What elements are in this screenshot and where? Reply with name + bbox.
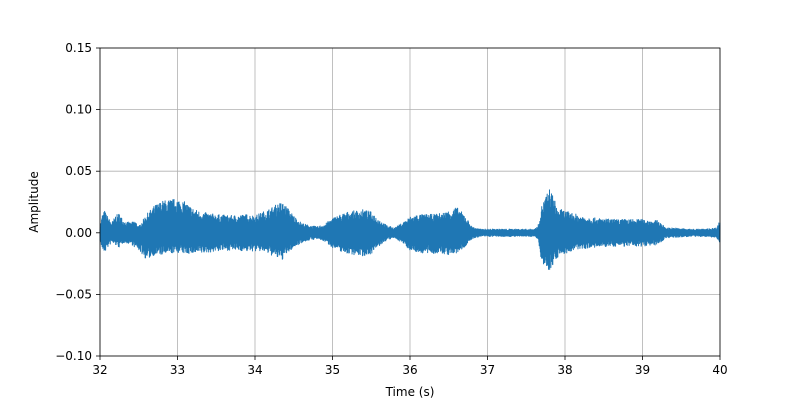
x-axis-title: Time (s) bbox=[385, 385, 435, 399]
waveform-line bbox=[99, 189, 721, 270]
x-tick-label: 39 bbox=[635, 363, 650, 377]
y-tick-label: −0.10 bbox=[55, 349, 92, 363]
y-axis: −0.10 −0.05 0.00 0.05 0.10 0.15 bbox=[55, 41, 100, 363]
y-tick-label: 0.15 bbox=[65, 41, 92, 55]
x-tick-label: 32 bbox=[92, 363, 107, 377]
y-tick-label: 0.10 bbox=[65, 103, 92, 117]
x-tick-label: 40 bbox=[712, 363, 727, 377]
x-tick-label: 33 bbox=[170, 363, 185, 377]
x-tick-label: 38 bbox=[557, 363, 572, 377]
y-tick-label: 0.05 bbox=[65, 164, 92, 178]
y-axis-title: Amplitude bbox=[27, 171, 41, 233]
x-tick-label: 37 bbox=[480, 363, 495, 377]
waveform-series bbox=[99, 189, 721, 270]
y-tick-label: −0.05 bbox=[55, 287, 92, 301]
y-tick-label: 0.00 bbox=[65, 226, 92, 240]
x-tick-label: 34 bbox=[247, 363, 262, 377]
x-axis: 32 33 34 35 36 37 38 39 40 bbox=[92, 356, 728, 377]
x-tick-label: 36 bbox=[402, 363, 417, 377]
x-tick-label: 35 bbox=[325, 363, 340, 377]
